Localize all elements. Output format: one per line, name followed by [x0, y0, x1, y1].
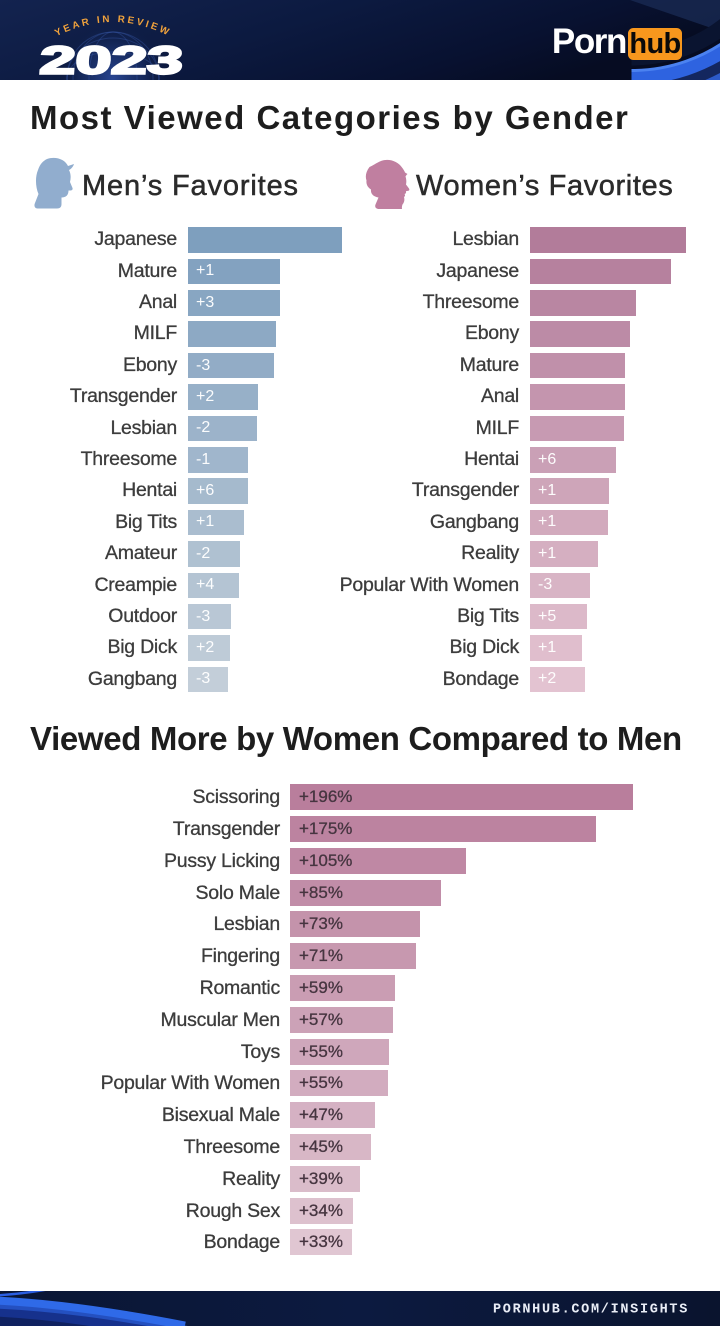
- svg-text:PORNHUB.COM/INSIGHTS: PORNHUB.COM/INSIGHTS: [493, 1303, 689, 1318]
- svg-text:2023: 2023: [38, 40, 184, 80]
